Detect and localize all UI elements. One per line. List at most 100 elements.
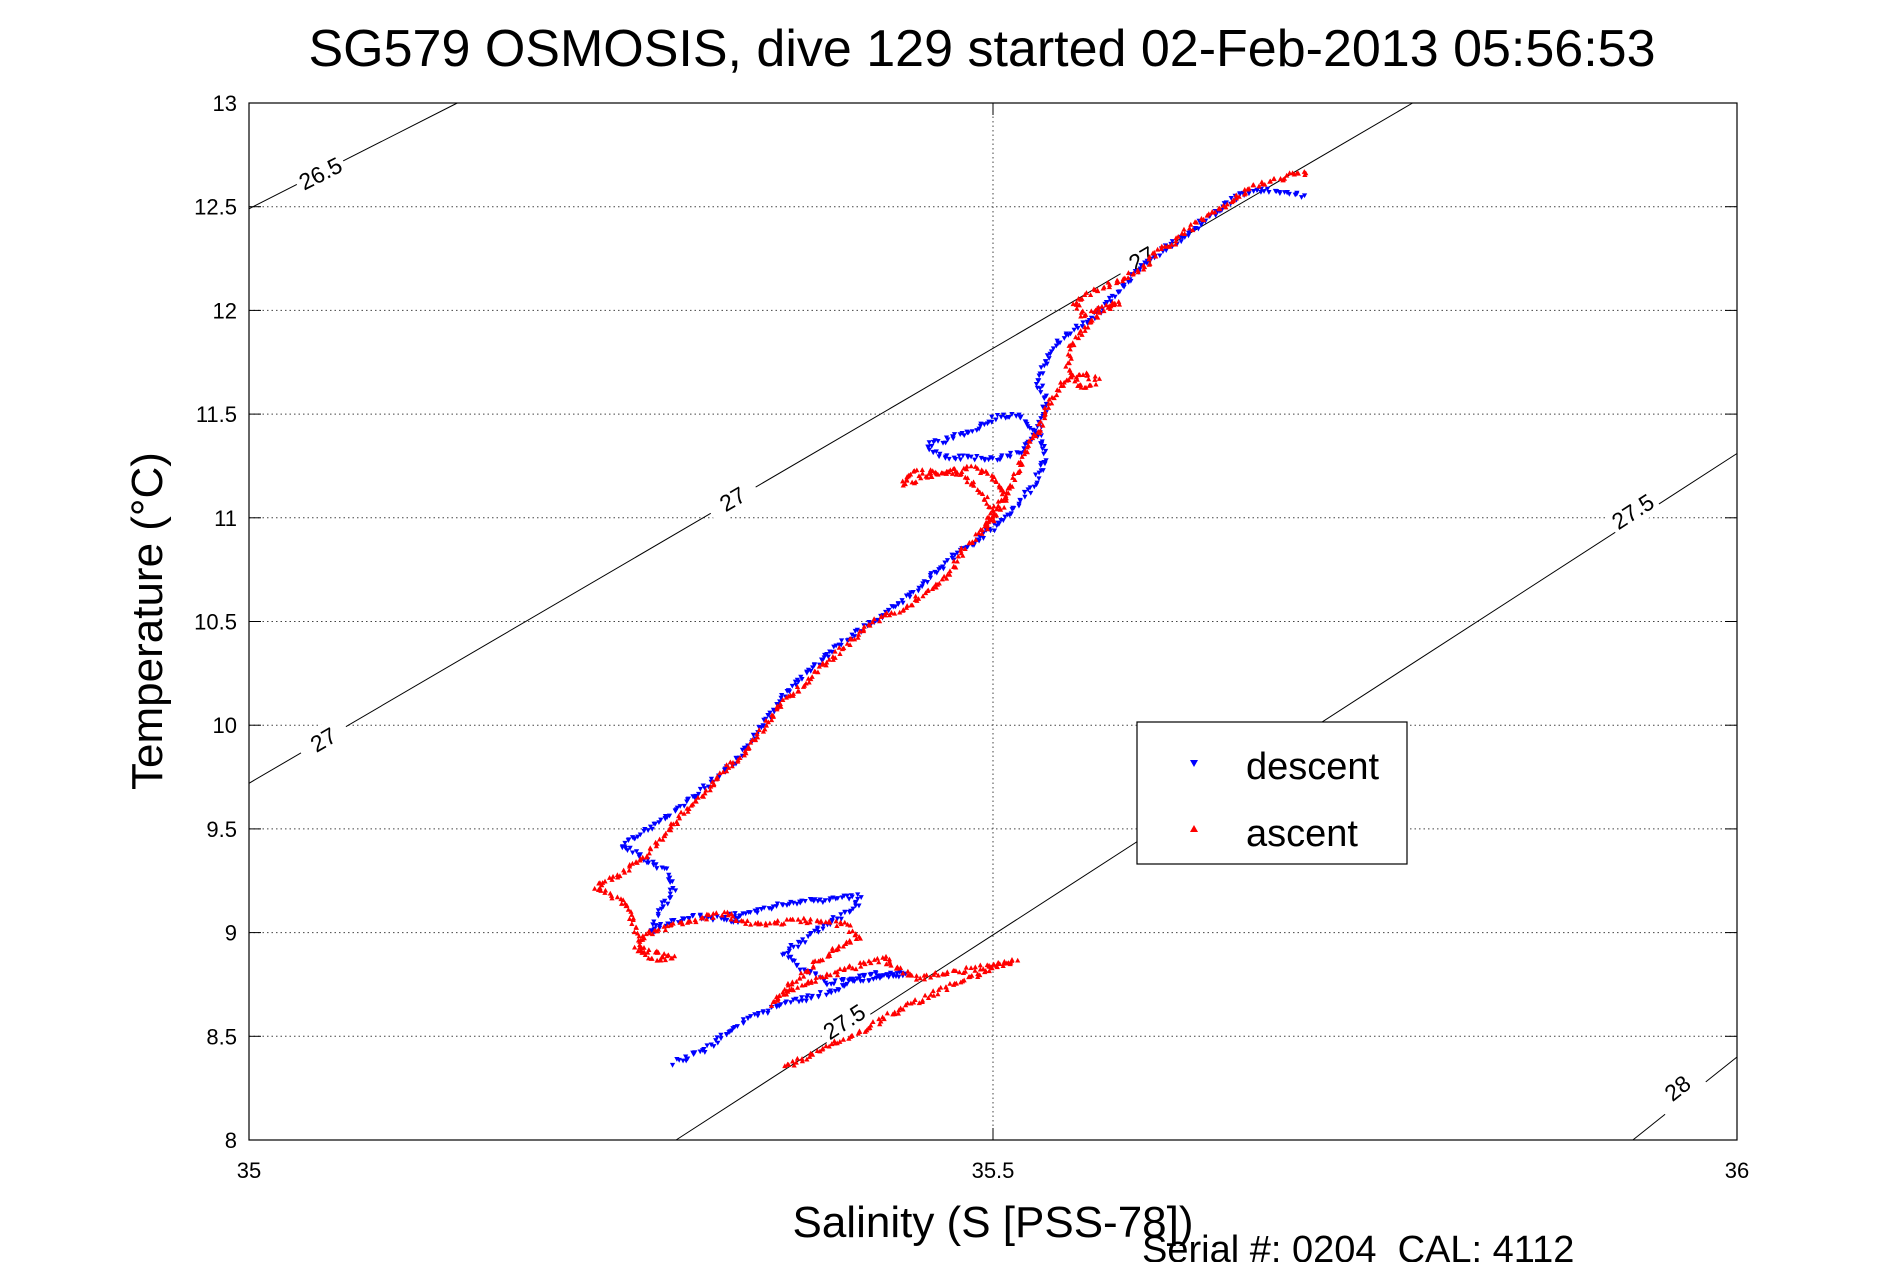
ascent-point-153 bbox=[880, 955, 886, 960]
ascent-point-216 bbox=[798, 970, 804, 976]
descent-point-570 bbox=[1009, 412, 1015, 417]
descent-point-701 bbox=[1073, 323, 1079, 329]
ascent-point-812 bbox=[1067, 367, 1073, 373]
descent-point-32 bbox=[740, 1017, 746, 1023]
ascent-point-864 bbox=[1078, 309, 1085, 315]
descent-point-333 bbox=[649, 826, 655, 832]
descent-point-337 bbox=[658, 817, 664, 823]
ascent-point-129 bbox=[931, 972, 937, 977]
descent-point-40 bbox=[760, 1010, 766, 1016]
descent-point-108 bbox=[875, 973, 881, 979]
descent-point-524 bbox=[1010, 505, 1016, 511]
ascent-point-162 bbox=[858, 963, 864, 969]
ascent-point-706 bbox=[986, 504, 992, 509]
ascent-point-370 bbox=[633, 925, 639, 930]
descent-point-220 bbox=[766, 906, 772, 911]
descent-point-549 bbox=[1043, 448, 1049, 454]
ascent-point-377 bbox=[625, 906, 631, 912]
descent-point-499 bbox=[964, 544, 971, 550]
descent-point-81 bbox=[856, 973, 863, 979]
ascent-point-233 bbox=[835, 946, 841, 952]
ascent-point-663 bbox=[900, 482, 906, 488]
descent-point-751 bbox=[1169, 239, 1175, 244]
descent-point-637 bbox=[999, 453, 1005, 459]
ascent-point-516 bbox=[815, 669, 821, 675]
descent-point-189 bbox=[846, 896, 852, 902]
descent-point-702 bbox=[1079, 324, 1085, 329]
ascent-point-753 bbox=[1027, 438, 1033, 444]
descent-point-548 bbox=[1041, 451, 1047, 457]
ascent-point-589 bbox=[960, 553, 966, 558]
ascent-point-297 bbox=[721, 909, 727, 915]
ascent-point-536 bbox=[855, 634, 861, 640]
descent-point-698 bbox=[1067, 331, 1074, 337]
descent-point-232 bbox=[732, 911, 738, 916]
ascent-point-806 bbox=[1072, 378, 1078, 384]
descent-point-69 bbox=[832, 988, 838, 994]
ascent-point-699 bbox=[977, 489, 983, 495]
ascent-point-175 bbox=[824, 971, 830, 977]
descent-point-180 bbox=[856, 903, 862, 909]
ascent-point-899 bbox=[1140, 262, 1147, 268]
ascent-point-943 bbox=[1233, 195, 1240, 201]
ascent-point-136 bbox=[913, 973, 920, 978]
ascent-point-602 bbox=[979, 527, 985, 533]
ascent-point-97 bbox=[1015, 957, 1021, 963]
ascent-point-944 bbox=[1233, 192, 1239, 198]
descent-point-807 bbox=[1298, 195, 1305, 200]
ascent-point-295 bbox=[725, 912, 731, 918]
descent-point-23 bbox=[723, 1032, 730, 1038]
ascent-point-585 bbox=[951, 558, 957, 564]
descent-point-307 bbox=[644, 860, 650, 866]
ascent-point-376 bbox=[628, 908, 634, 914]
ascent-point-730 bbox=[999, 491, 1005, 497]
ascent-point-242 bbox=[857, 935, 863, 941]
descent-point-621 bbox=[957, 457, 964, 463]
ascent-point-914 bbox=[1172, 241, 1179, 247]
ascent-point-540 bbox=[860, 626, 867, 632]
ascent-point-541 bbox=[861, 623, 867, 629]
ascent-point-592 bbox=[962, 546, 968, 551]
descent-point-779 bbox=[1228, 196, 1234, 201]
ascent-point-244 bbox=[852, 932, 858, 938]
ascent-point-874 bbox=[1083, 290, 1090, 295]
legend-ascent-label: ascent bbox=[1246, 813, 1358, 855]
descent-point-640 bbox=[1007, 454, 1013, 460]
descent-point-494 bbox=[954, 550, 960, 556]
ascent-point-749 bbox=[1024, 449, 1030, 455]
y-tick-label-10.5: 10.5 bbox=[194, 610, 237, 635]
ascent-point-901 bbox=[1147, 261, 1153, 266]
ascent-point-655 bbox=[923, 473, 929, 479]
ascent-point-265 bbox=[801, 915, 807, 921]
ascent-point-169 bbox=[837, 966, 843, 972]
ascent-point-449 bbox=[700, 793, 707, 799]
ascent-point-459 bbox=[714, 776, 721, 781]
descent-point-359 bbox=[700, 783, 706, 789]
ascent-point-486 bbox=[763, 722, 770, 728]
descent-point-689 bbox=[1050, 346, 1057, 352]
contour-line-27 bbox=[248, 102, 1413, 784]
ascent-point-653 bbox=[928, 474, 934, 479]
ascent-point-172 bbox=[832, 969, 838, 975]
descent-point-756 bbox=[1180, 235, 1186, 241]
grid-lines bbox=[249, 103, 1737, 1140]
ascent-point-204 bbox=[776, 992, 783, 998]
ascent-point-299 bbox=[713, 910, 719, 916]
ascent-point-145 bbox=[894, 964, 900, 970]
descent-point-427 bbox=[818, 657, 825, 663]
descent-point-55 bbox=[799, 998, 805, 1004]
descent-point-144 bbox=[785, 955, 792, 961]
descent-point-175 bbox=[842, 910, 848, 916]
descent-point-305 bbox=[650, 859, 656, 865]
ascent-point-6 bbox=[794, 1055, 801, 1061]
descent-point-260 bbox=[679, 916, 686, 922]
ascent-point-61 bbox=[925, 995, 932, 1000]
ascent-point-633 bbox=[977, 470, 984, 476]
ascent-point-564 bbox=[913, 593, 919, 599]
ascent-point-596 bbox=[969, 539, 975, 545]
ascent-point-520 bbox=[823, 662, 829, 668]
ascent-point-333 bbox=[632, 944, 638, 950]
descent-point-34 bbox=[745, 1016, 751, 1022]
